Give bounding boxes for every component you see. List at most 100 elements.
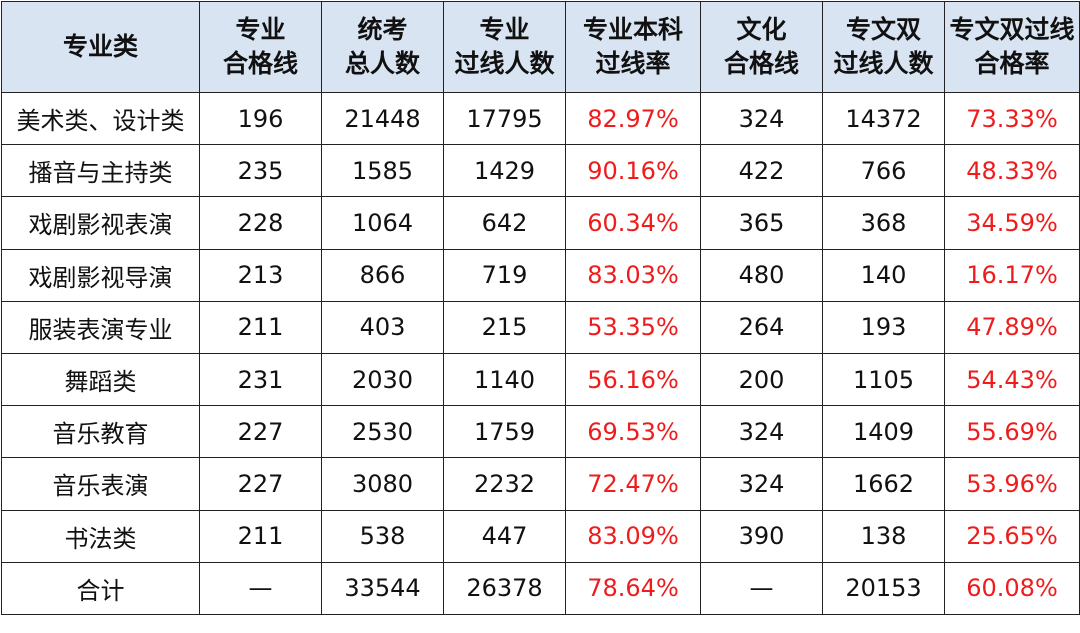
cell-culture-pass-line: 324 xyxy=(700,405,823,459)
cell-double-passed-count: 1662 xyxy=(822,457,945,511)
cell-major-passed-count: 447 xyxy=(443,509,566,563)
header-line: 合格率 xyxy=(974,49,1050,78)
cell-culture-pass-line: 422 xyxy=(700,144,823,198)
header-row: 专业类 专业 合格线 统考 总人数 专业 过线人数 专业本科 过线率 文化 合格线 专文双 过线人数 专文… xyxy=(1,1,1080,93)
cell-double-pass-rate: 47.89% xyxy=(944,300,1080,354)
cell-category: 服装表演专业 xyxy=(1,300,200,354)
header-line: 专业 xyxy=(479,15,530,44)
header-line: 专业 xyxy=(235,15,286,44)
cell-double-pass-rate: 73.33% xyxy=(944,91,1080,146)
table-row: 播音与主持类 235 1585 1429 90.16% 422 766 48.33% xyxy=(1,144,1080,198)
cell-culture-pass-line: 365 xyxy=(700,196,823,250)
admission-stats-table: 专业类 专业 合格线 统考 总人数 专业 过线人数 专业本科 过线率 文化 合格线 专文双 过线人数 专文… xyxy=(1,1,1080,615)
cell-major-pass-line: 213 xyxy=(199,248,322,302)
cell-double-pass-rate: 54.43% xyxy=(944,352,1080,407)
cell-double-pass-rate: 25.65% xyxy=(944,509,1080,563)
cell-major-passed-count: 1759 xyxy=(443,405,566,459)
cell-category: 音乐表演 xyxy=(1,457,200,511)
cell-major-pass-line: 227 xyxy=(199,405,322,459)
cell-major-pass-rate: 53.35% xyxy=(565,300,701,354)
cell-category: 美术类、设计类 xyxy=(1,91,200,146)
cell-major-passed-count: 26378 xyxy=(443,561,566,615)
header-line: 专文双过线 xyxy=(949,15,1075,44)
table-row: 戏剧影视表演 228 1064 642 60.34% 365 368 34.59% xyxy=(1,196,1080,250)
table-row: 音乐教育 227 2530 1759 69.53% 324 1409 55.69% xyxy=(1,405,1080,459)
header-line: 专业本科 xyxy=(582,15,683,44)
cell-double-pass-rate: 34.59% xyxy=(944,196,1080,250)
cell-double-pass-rate: 60.08% xyxy=(944,561,1080,615)
cell-double-passed-count: 368 xyxy=(822,196,945,250)
cell-major-pass-line: 231 xyxy=(199,352,322,407)
header-line: 过线人数 xyxy=(833,49,934,78)
cell-category: 书法类 xyxy=(1,509,200,563)
table-row: 戏剧影视导演 213 866 719 83.03% 480 140 16.17% xyxy=(1,248,1080,302)
table-row: 美术类、设计类 196 21448 17795 82.97% 324 14372 73.33% xyxy=(1,91,1080,146)
cell-total-examinees: 1064 xyxy=(321,196,444,250)
header-total-examinees: 统考 总人数 xyxy=(321,1,444,93)
cell-total-examinees: 866 xyxy=(321,248,444,302)
cell-major-pass-rate: 78.64% xyxy=(565,561,701,615)
cell-major-passed-count: 719 xyxy=(443,248,566,302)
cell-total-examinees: 403 xyxy=(321,300,444,354)
header-line: 合格线 xyxy=(222,49,298,78)
header-line: 过线率 xyxy=(595,49,671,78)
cell-major-passed-count: 642 xyxy=(443,196,566,250)
header-major-pass-line: 专业 合格线 xyxy=(199,1,322,93)
header-culture-pass-line: 文化 合格线 xyxy=(700,1,823,93)
cell-major-pass-line: 227 xyxy=(199,457,322,511)
header-line: 专业类 xyxy=(62,32,138,61)
cell-double-pass-rate: 16.17% xyxy=(944,248,1080,302)
cell-category: 播音与主持类 xyxy=(1,144,200,198)
cell-major-pass-line: 211 xyxy=(199,300,322,354)
cell-major-pass-rate: 56.16% xyxy=(565,352,701,407)
cell-total-examinees: 33544 xyxy=(321,561,444,615)
cell-major-pass-rate: 90.16% xyxy=(565,144,701,198)
table-row: 舞蹈类 231 2030 1140 56.16% 200 1105 54.43% xyxy=(1,352,1080,407)
cell-culture-pass-line: 324 xyxy=(700,457,823,511)
cell-category: 合计 xyxy=(1,561,200,615)
cell-major-pass-line: 228 xyxy=(199,196,322,250)
cell-total-examinees: 3080 xyxy=(321,457,444,511)
cell-major-passed-count: 1140 xyxy=(443,352,566,407)
header-line: 统考 xyxy=(357,15,408,44)
cell-culture-pass-line: 264 xyxy=(700,300,823,354)
cell-major-pass-rate: 60.34% xyxy=(565,196,701,250)
header-line: 过线人数 xyxy=(454,49,555,78)
cell-double-pass-rate: 55.69% xyxy=(944,405,1080,459)
total-row: 合计 —33544 26378 78.64% —20153 60.08% xyxy=(1,561,1080,615)
cell-culture-pass-line: 480 xyxy=(700,248,823,302)
header-line: 文化 xyxy=(736,15,787,44)
cell-category: 戏剧影视导演 xyxy=(1,248,200,302)
header-major-pass-rate: 专业本科 过线率 xyxy=(565,1,701,93)
header-line: 总人数 xyxy=(344,49,420,78)
cell-culture-pass-line: 200 xyxy=(700,352,823,407)
cell-culture-pass-line: 390 xyxy=(700,509,823,563)
cell-double-passed-count: 20153 xyxy=(822,561,945,615)
header-line: 合格线 xyxy=(723,49,799,78)
header-line: 专文双 xyxy=(845,15,921,44)
cell-major-passed-count: 2232 xyxy=(443,457,566,511)
header-major-category: 专业类 xyxy=(1,1,200,93)
cell-major-pass-line: 196 xyxy=(199,91,322,146)
cell-major-pass-line: — xyxy=(199,561,322,615)
cell-double-pass-rate: 53.96% xyxy=(944,457,1080,511)
header-double-passed-count: 专文双 过线人数 xyxy=(822,1,945,93)
cell-total-examinees: 2530 xyxy=(321,405,444,459)
cell-double-passed-count: 1105 xyxy=(822,352,945,407)
cell-culture-pass-line: 324 xyxy=(700,91,823,146)
cell-major-pass-rate: 69.53% xyxy=(565,405,701,459)
cell-culture-pass-line: — xyxy=(700,561,823,615)
header-major-passed-count: 专业 过线人数 xyxy=(443,1,566,93)
cell-major-passed-count: 215 xyxy=(443,300,566,354)
table-row: 音乐表演 227 3080 2232 72.47% 324 1662 53.96% xyxy=(1,457,1080,511)
cell-category: 戏剧影视表演 xyxy=(1,196,200,250)
cell-total-examinees: 538 xyxy=(321,509,444,563)
cell-major-pass-rate: 82.97% xyxy=(565,91,701,146)
cell-major-passed-count: 17795 xyxy=(443,91,566,146)
table-body: 美术类、设计类 196 21448 17795 82.97% 324 14372 73.33%… xyxy=(1,91,1080,615)
cell-total-examinees: 1585 xyxy=(321,144,444,198)
cell-double-passed-count: 138 xyxy=(822,509,945,563)
cell-major-pass-rate: 72.47% xyxy=(565,457,701,511)
cell-major-pass-rate: 83.09% xyxy=(565,509,701,563)
table-row: 服装表演专业 211 403 215 53.35% 264 193 47.89% xyxy=(1,300,1080,354)
